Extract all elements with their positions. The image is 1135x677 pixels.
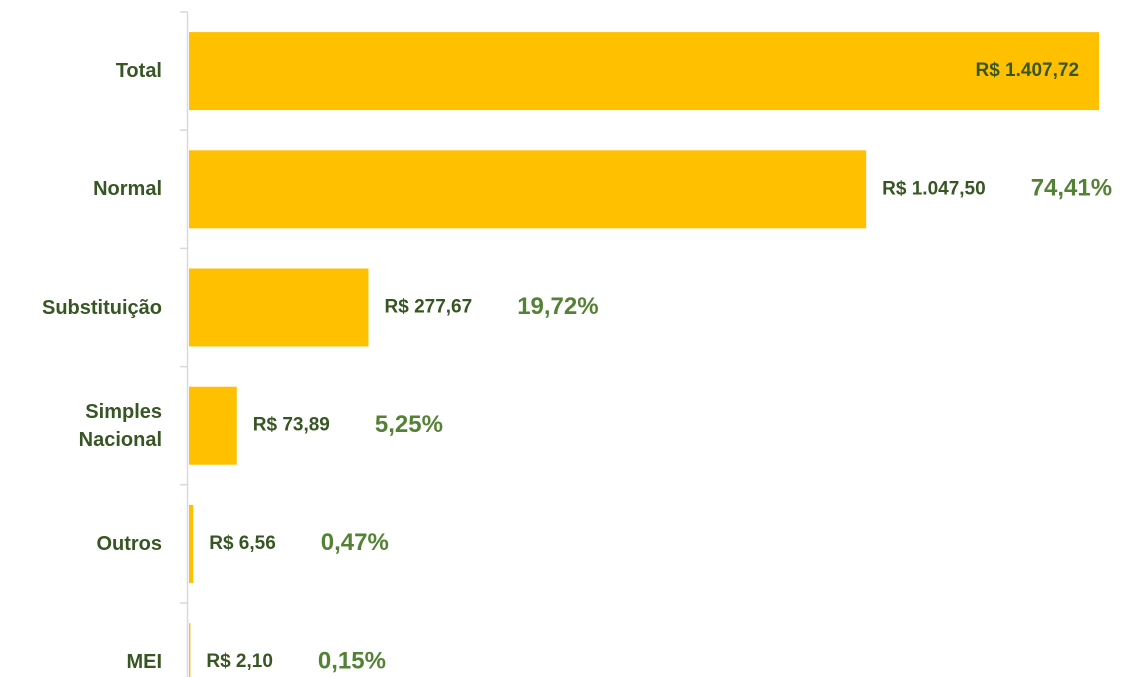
category-label: Substituição (41, 296, 162, 319)
value-label: R$ 1.407,72 (975, 60, 1079, 81)
value-label: R$ 6,56 (209, 533, 276, 554)
value-label: R$ 1.047,50 (882, 178, 986, 199)
bar (189, 623, 191, 677)
bar (189, 268, 369, 347)
value-label: R$ 73,89 (253, 415, 330, 436)
share-label: 74,41% (1031, 175, 1112, 202)
category-label: Simples Nacional (78, 400, 162, 451)
category-label: Outros (96, 532, 162, 555)
bar (189, 32, 1100, 111)
bar (189, 386, 237, 465)
bar (189, 504, 194, 583)
category-label: MEI (126, 651, 162, 674)
category-label: Total (115, 60, 162, 83)
share-label: 19,72% (517, 293, 598, 320)
value-label: R$ 277,67 (385, 297, 473, 318)
share-label: 0,47% (321, 529, 389, 556)
share-label: 0,15% (318, 647, 386, 674)
bar (189, 150, 867, 229)
value-label: R$ 2,10 (206, 651, 273, 672)
share-label: 5,25% (375, 411, 443, 438)
category-label: Normal (93, 178, 162, 201)
